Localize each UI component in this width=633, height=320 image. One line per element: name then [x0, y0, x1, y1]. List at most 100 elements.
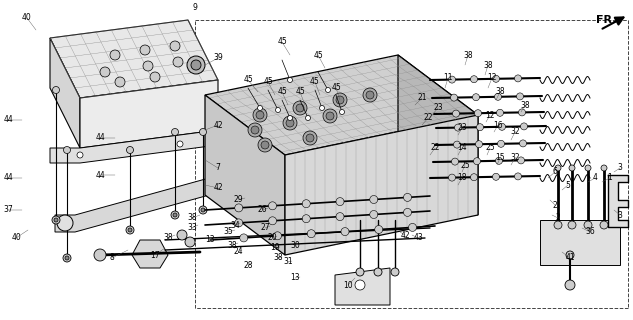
Circle shape	[515, 75, 522, 82]
Polygon shape	[132, 240, 168, 268]
Circle shape	[341, 228, 349, 236]
Circle shape	[492, 75, 499, 82]
Text: 18: 18	[457, 173, 467, 182]
Text: 17: 17	[150, 251, 160, 260]
Text: 19: 19	[270, 244, 280, 252]
Circle shape	[477, 124, 484, 131]
Text: 25: 25	[485, 143, 495, 153]
Circle shape	[77, 152, 83, 158]
Text: 24: 24	[233, 247, 243, 257]
Circle shape	[565, 280, 575, 290]
Circle shape	[555, 165, 561, 171]
Circle shape	[287, 116, 292, 121]
Circle shape	[336, 212, 344, 220]
Circle shape	[451, 94, 458, 101]
Text: 42: 42	[213, 183, 223, 193]
Text: 45: 45	[277, 87, 287, 97]
Circle shape	[261, 141, 269, 149]
Circle shape	[496, 157, 503, 164]
Text: 40: 40	[11, 234, 21, 243]
Text: 23: 23	[433, 103, 443, 113]
Text: 40: 40	[22, 13, 32, 22]
Text: 43: 43	[413, 234, 423, 243]
Circle shape	[454, 124, 461, 131]
Polygon shape	[205, 55, 478, 155]
Text: 35: 35	[223, 228, 233, 236]
Text: 3: 3	[618, 164, 622, 172]
Circle shape	[584, 221, 592, 229]
Circle shape	[600, 221, 608, 229]
Circle shape	[283, 116, 297, 130]
Text: 44: 44	[95, 133, 105, 142]
Circle shape	[258, 106, 263, 110]
Circle shape	[52, 216, 60, 224]
Circle shape	[199, 129, 206, 135]
Text: 44: 44	[95, 171, 105, 180]
Polygon shape	[205, 95, 285, 255]
Text: 4: 4	[592, 173, 598, 182]
Circle shape	[128, 228, 132, 232]
Circle shape	[268, 202, 277, 210]
Circle shape	[65, 256, 69, 260]
Text: 6: 6	[553, 167, 558, 177]
Polygon shape	[55, 175, 240, 232]
Circle shape	[170, 41, 180, 51]
Text: 3: 3	[618, 211, 622, 220]
Text: 38: 38	[483, 60, 493, 69]
Text: 38: 38	[187, 213, 197, 222]
Text: 26: 26	[257, 205, 267, 214]
Circle shape	[520, 140, 527, 147]
Text: 2: 2	[553, 201, 558, 210]
Text: 9: 9	[192, 4, 197, 12]
Circle shape	[449, 174, 456, 181]
Text: 42: 42	[213, 121, 223, 130]
Circle shape	[355, 280, 365, 290]
Text: 22: 22	[430, 143, 440, 153]
Circle shape	[366, 91, 374, 99]
Circle shape	[554, 221, 562, 229]
Text: 12: 12	[487, 74, 497, 83]
Circle shape	[235, 204, 242, 212]
Circle shape	[171, 211, 179, 219]
Circle shape	[470, 174, 477, 181]
Circle shape	[94, 249, 106, 261]
Circle shape	[201, 208, 205, 212]
Text: 45: 45	[313, 51, 323, 60]
Polygon shape	[50, 130, 218, 163]
Circle shape	[306, 116, 311, 121]
Text: 32: 32	[510, 154, 520, 163]
Text: 22: 22	[423, 114, 433, 123]
Text: 39: 39	[213, 53, 223, 62]
Text: 8: 8	[110, 253, 115, 262]
Circle shape	[115, 77, 125, 87]
Circle shape	[177, 141, 183, 147]
Circle shape	[187, 56, 205, 74]
Circle shape	[150, 72, 160, 82]
Circle shape	[286, 119, 294, 127]
Circle shape	[302, 200, 310, 208]
Text: 38: 38	[520, 100, 530, 109]
Circle shape	[177, 230, 187, 240]
Text: 16: 16	[493, 121, 503, 130]
Circle shape	[191, 60, 201, 70]
Polygon shape	[540, 220, 620, 265]
Text: 37: 37	[3, 205, 13, 214]
Text: 11: 11	[443, 74, 453, 83]
Circle shape	[370, 211, 378, 219]
Circle shape	[326, 112, 334, 120]
Circle shape	[453, 110, 460, 117]
Text: 12: 12	[486, 110, 495, 119]
Circle shape	[391, 268, 399, 276]
Text: 36: 36	[585, 228, 595, 236]
Circle shape	[172, 129, 179, 135]
Text: 13: 13	[205, 236, 215, 244]
Text: 5: 5	[565, 180, 570, 189]
Circle shape	[496, 109, 503, 116]
Circle shape	[57, 215, 73, 231]
Text: 10: 10	[343, 281, 353, 290]
Text: 45: 45	[310, 77, 320, 86]
Circle shape	[63, 254, 71, 262]
Text: 25: 25	[460, 161, 470, 170]
Circle shape	[100, 67, 110, 77]
Text: 45: 45	[331, 84, 341, 92]
